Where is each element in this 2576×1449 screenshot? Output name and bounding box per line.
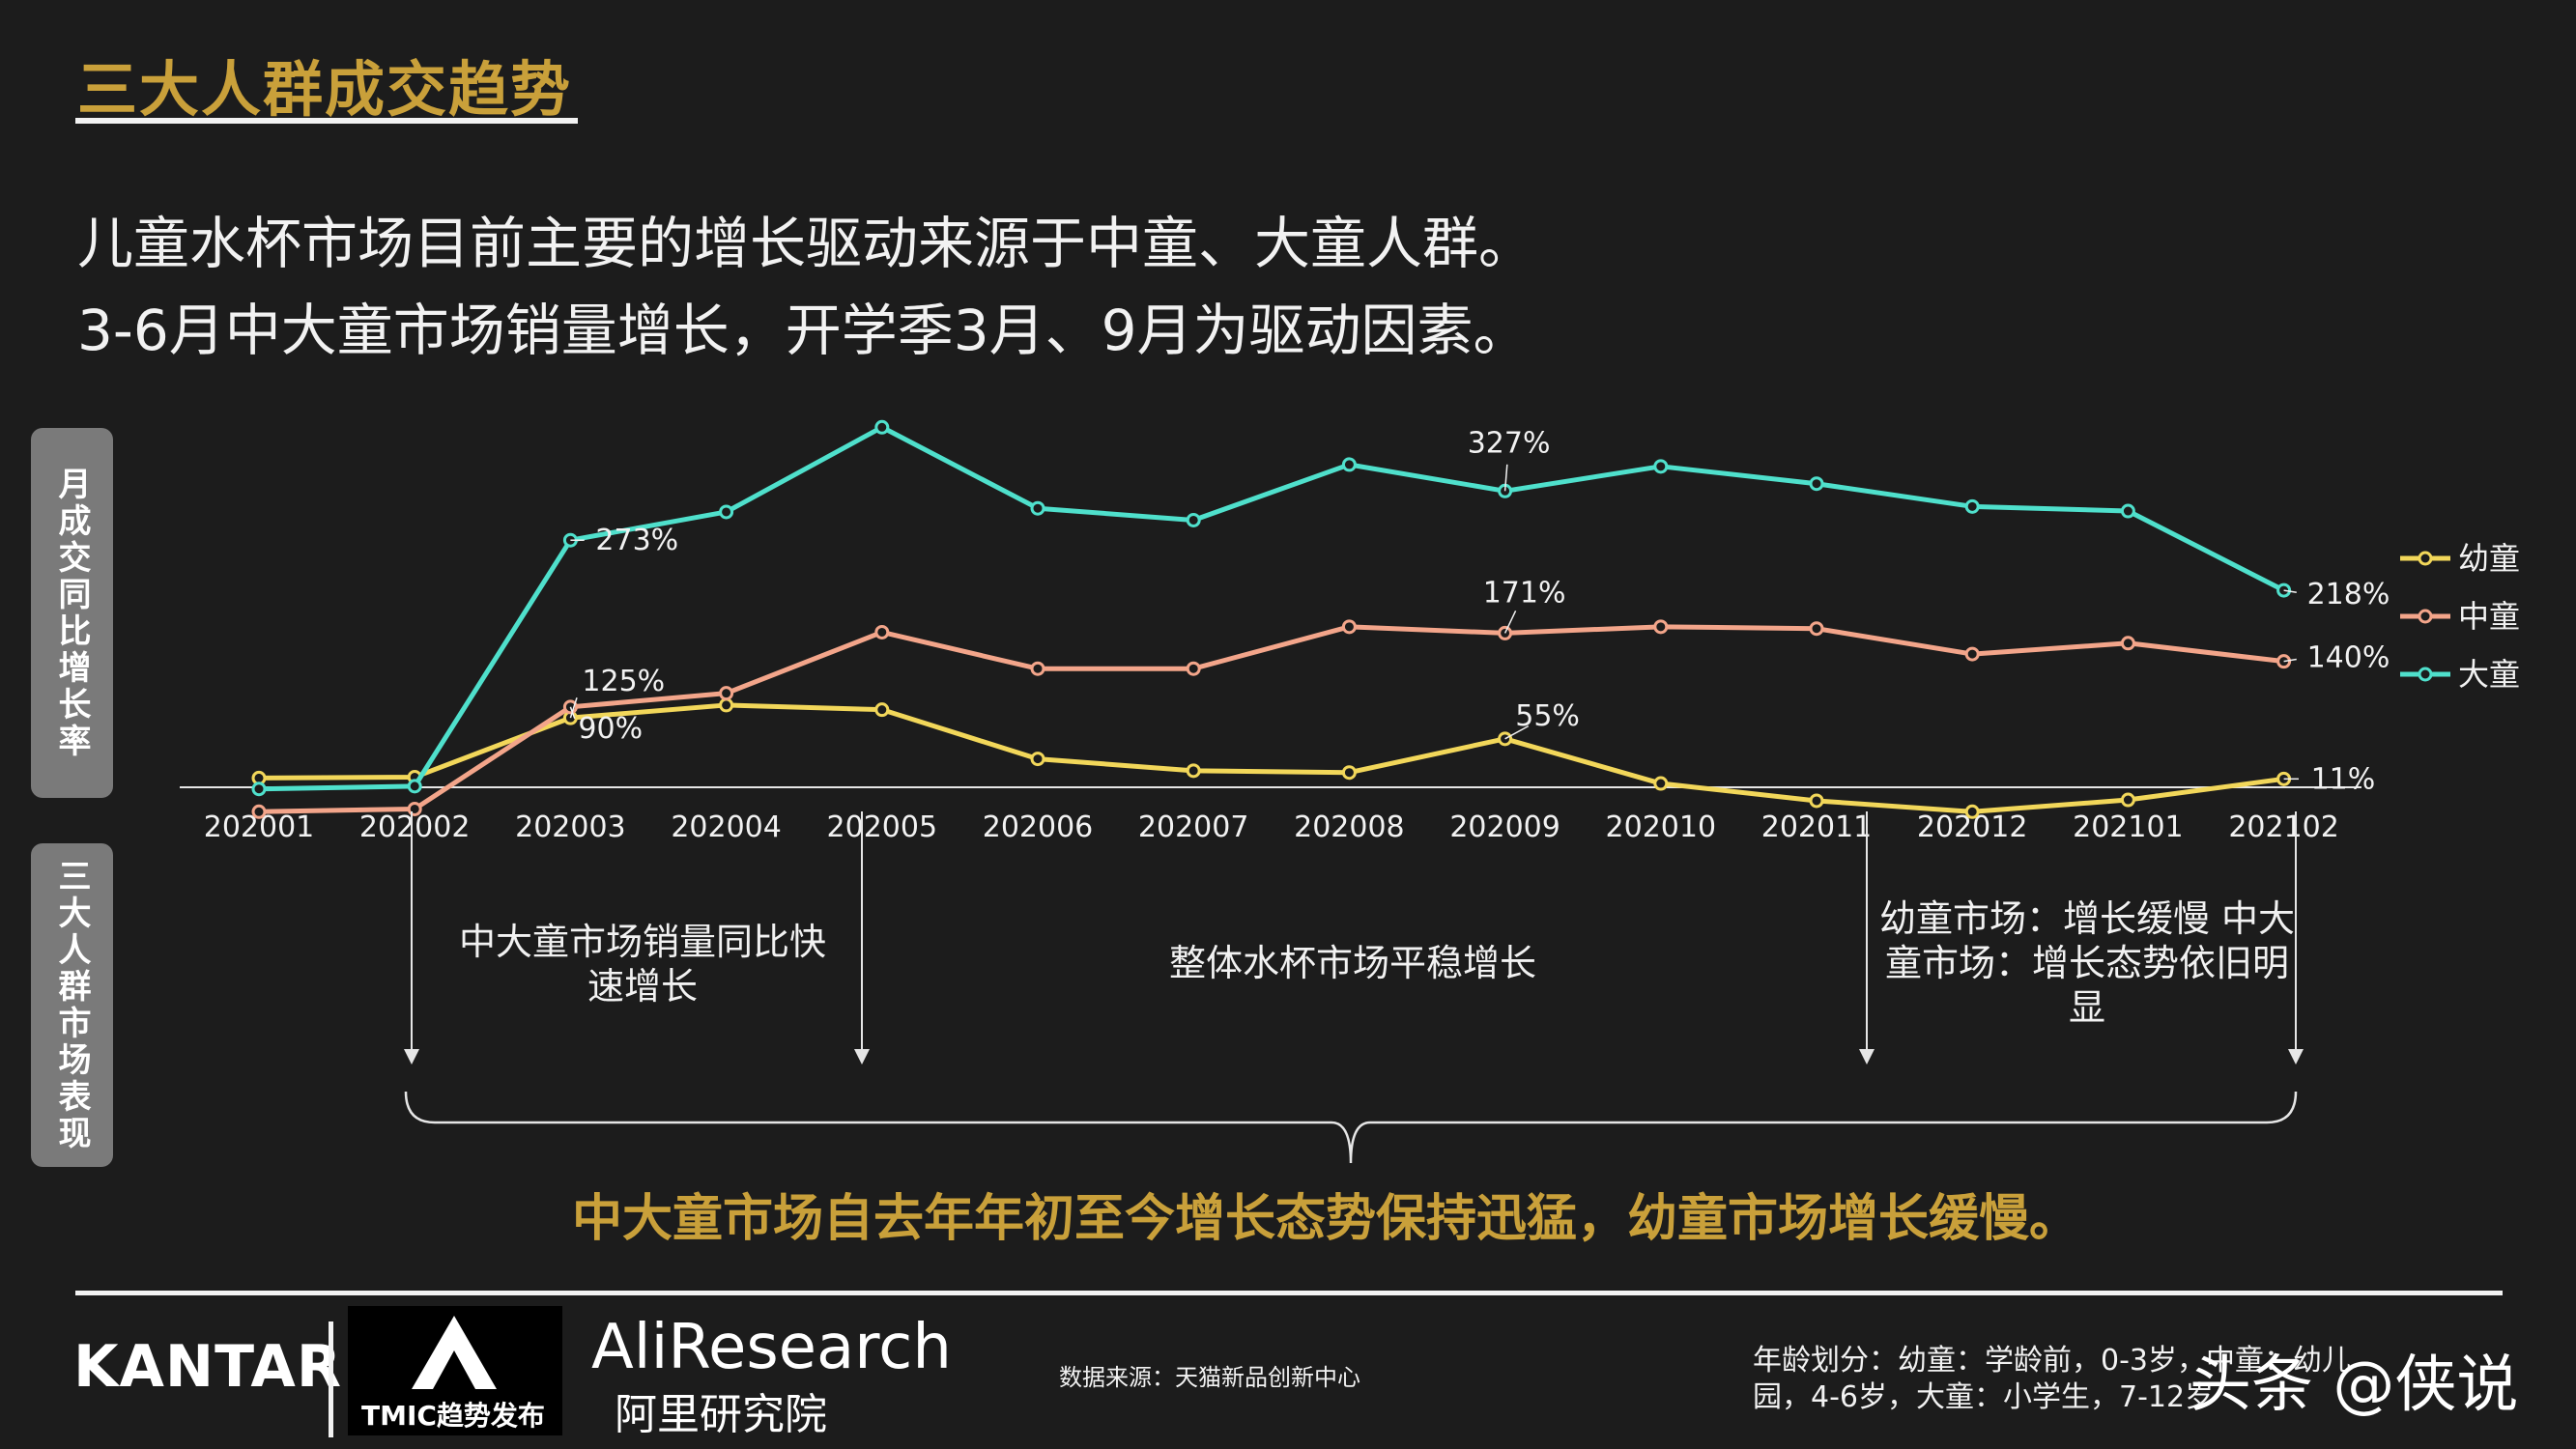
- data-point: [2120, 636, 2135, 651]
- side-label-market-performance: 三大人群市场表现: [31, 843, 113, 1167]
- data-point: [1030, 661, 1045, 676]
- annotation-leader: [1503, 464, 1508, 492]
- data-point: [719, 686, 734, 701]
- data-point: [1341, 765, 1357, 781]
- x-tick-label: 202010: [1606, 810, 1717, 844]
- aliresearch-logo-en: AliResearch: [591, 1312, 952, 1383]
- data-label: 273%: [595, 524, 678, 557]
- data-point: [1809, 476, 1824, 492]
- x-tick-label: 202009: [1449, 810, 1560, 844]
- x-tick-label: 202102: [2228, 810, 2339, 844]
- phase-arrow-head: [854, 1049, 870, 1065]
- data-point: [1964, 804, 1980, 819]
- data-point: [251, 781, 267, 797]
- phase-arrow-head: [1859, 1049, 1875, 1065]
- side-label-market-performance-text: 三大人群市场表现: [52, 858, 91, 1152]
- tmic-label: TMIC趋势发布: [361, 1400, 545, 1432]
- x-tick-label: 202011: [1761, 810, 1873, 844]
- x-tick-label: 202004: [671, 810, 782, 844]
- legend-label: 大童: [2458, 656, 2520, 693]
- data-point: [407, 779, 422, 794]
- phase-label-fast-growth: 中大童市场销量同比快速增长: [458, 921, 826, 1008]
- data-point: [2120, 792, 2135, 808]
- legend-label: 幼童: [2458, 540, 2520, 577]
- data-point: [1653, 459, 1669, 474]
- data-point: [1341, 619, 1357, 635]
- legend-marker: [2418, 551, 2433, 566]
- age-definition-note: 年龄划分：幼童：学龄前，0-3岁，中童：幼儿园，4-6岁，大童：小学生，7-12…: [1753, 1344, 2351, 1414]
- annotation-leader: [569, 697, 578, 719]
- page-title: 三大人群成交趋势: [77, 54, 573, 125]
- series-line: [258, 424, 2285, 792]
- data-source: 数据来源：天猫新品创新中心: [1059, 1364, 1360, 1391]
- watermark: 头条 @侠说: [2190, 1350, 2519, 1421]
- data-point: [1809, 621, 1824, 637]
- legend-marker: [2418, 667, 2433, 682]
- aliresearch-logo-cn: 阿里研究院: [615, 1390, 827, 1439]
- footer-logo-divider: [329, 1321, 333, 1437]
- x-tick-label: 202006: [983, 810, 1094, 844]
- x-tick-label: 202007: [1138, 810, 1249, 844]
- phase-arrow-head: [404, 1049, 419, 1065]
- series-line: [258, 624, 2284, 814]
- data-point: [874, 419, 890, 435]
- x-tick-label: 202005: [827, 810, 938, 844]
- data-point: [1186, 763, 1201, 779]
- data-point: [1030, 500, 1045, 516]
- series-line: [258, 702, 2284, 814]
- x-tick-label: 202101: [2073, 810, 2184, 844]
- data-point: [1809, 793, 1824, 809]
- data-point: [1030, 752, 1045, 767]
- data-point: [719, 504, 734, 520]
- legend-marker: [2418, 609, 2433, 624]
- data-label: 327%: [1468, 426, 1551, 460]
- data-label: 55%: [1515, 699, 1580, 733]
- data-label: 171%: [1483, 576, 1566, 610]
- phase-label-divergence: 幼童市场：增长缓慢 中大童市场：增长态势依旧明显: [1878, 897, 2296, 1029]
- data-point: [719, 697, 734, 713]
- title-underline: [75, 118, 578, 124]
- phase-arrow-head: [2288, 1049, 2304, 1065]
- annotation-leader: [1503, 610, 1517, 634]
- data-point: [1964, 498, 1980, 514]
- data-label: 140%: [2307, 641, 2390, 675]
- data-point: [874, 624, 890, 639]
- footer-divider: [75, 1291, 2503, 1295]
- conclusion-text: 中大童市场自去年年初至今增长态势保持迅猛，幼童市场增长缓慢。: [572, 1190, 2080, 1248]
- x-tick-label: 202008: [1294, 810, 1405, 844]
- data-point: [1964, 646, 1980, 662]
- summary-brace: [404, 1091, 2298, 1164]
- kantar-logo: KANTAR: [73, 1333, 343, 1401]
- x-tick-label: 202003: [515, 810, 626, 844]
- annotation-leader: [2283, 589, 2297, 594]
- annotation-leader: [2283, 658, 2297, 663]
- subtitle-line-2: 3-6月中大童市场销量增长，开学季3月、9月为驱动因素。: [77, 298, 1530, 363]
- data-point: [1653, 776, 1669, 791]
- data-point: [1341, 457, 1357, 472]
- tmic-arrow-icon: [412, 1316, 497, 1389]
- data-label: 218%: [2307, 578, 2390, 611]
- phase-label-steady-growth: 整体水杯市场平稳增长: [1168, 942, 1536, 984]
- subtitle-line-1: 儿童水杯市场目前主要的增长驱动来源于中童、大童人群。: [77, 211, 1535, 276]
- data-point: [1186, 512, 1201, 527]
- data-point: [1653, 619, 1669, 635]
- tmic-logo: TMIC趋势发布: [348, 1306, 562, 1435]
- data-label: 90%: [578, 712, 643, 746]
- data-label: 125%: [582, 665, 665, 698]
- side-label-growth-rate-text: 月成交同比增长率: [52, 466, 91, 760]
- data-point: [1186, 661, 1201, 676]
- data-point: [2120, 503, 2135, 519]
- data-label: 11%: [2311, 762, 2376, 796]
- data-point: [874, 702, 890, 718]
- data-point: [251, 804, 267, 819]
- annotation-leader: [1504, 724, 1530, 740]
- legend-label: 中童: [2458, 598, 2520, 635]
- side-label-growth-rate: 月成交同比增长率: [31, 428, 113, 798]
